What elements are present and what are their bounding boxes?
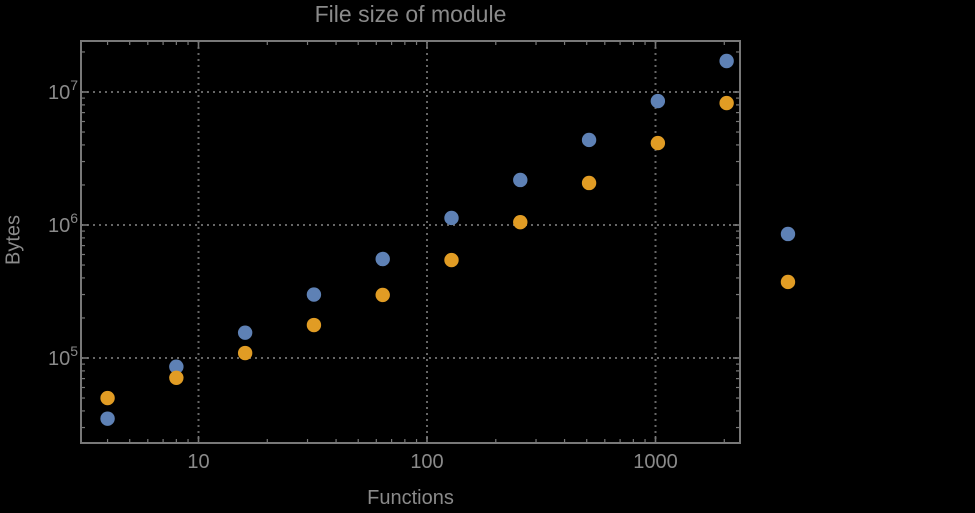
data-point-series-orange	[237, 345, 253, 361]
data-point-series-blue	[444, 210, 459, 226]
data-point-series-blue	[780, 226, 796, 242]
y-tick-label: 105	[48, 343, 78, 370]
x-tick-label: 10	[187, 451, 209, 473]
data-point-series-orange	[375, 287, 390, 303]
y-tick-label: 106	[48, 210, 78, 237]
data-point-series-blue	[719, 53, 734, 69]
data-point-series-blue	[581, 132, 597, 148]
data-point-series-orange	[306, 317, 322, 333]
data-point-series-blue	[513, 172, 528, 188]
x-axis-label: Functions	[367, 487, 454, 509]
x-tick-label: 100	[410, 451, 443, 473]
data-point-series-blue	[169, 359, 184, 374]
data-point-series-blue	[237, 325, 253, 340]
chart-title: File size of module	[314, 1, 507, 27]
data-point-series-orange	[581, 175, 597, 191]
y-axis-label: Bytes	[2, 214, 25, 266]
data-point-series-orange	[169, 370, 184, 385]
data-point-series-orange	[650, 135, 666, 151]
data-point-series-orange	[780, 274, 796, 290]
data-point-series-orange	[719, 95, 734, 111]
x-tick-label: 1000	[633, 451, 678, 473]
data-point-series-orange	[100, 390, 115, 406]
data-point-series-orange	[513, 214, 528, 230]
data-point-series-blue	[306, 287, 322, 302]
data-point-series-blue	[375, 251, 390, 267]
plot-frame	[80, 40, 741, 444]
data-point-series-blue	[650, 93, 666, 109]
data-point-series-blue	[100, 411, 115, 426]
data-point-series-orange	[444, 252, 459, 268]
y-tick-label: 107	[48, 77, 78, 104]
